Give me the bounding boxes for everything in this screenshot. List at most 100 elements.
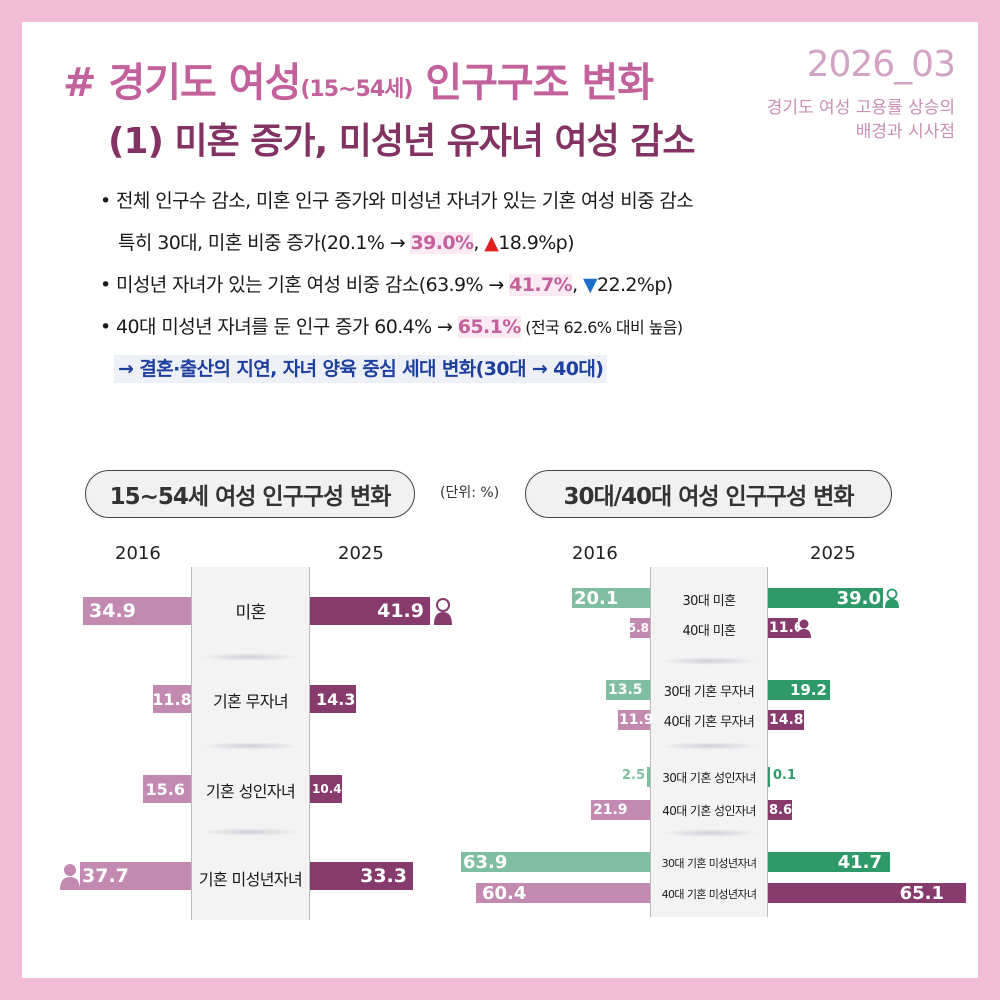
bullet-2-pre: 미성년 자녀가 있는 기혼 여성 비중 감소(63.9% → [116,274,510,296]
conclusion-line: → 결혼·출산의 지연, 자녀 양육 중심 세대 변화(30대 → 40대) [100,354,840,396]
bar-value: 34.9 [89,600,136,622]
bullet-1-cont-post: 18.9%p) [498,232,574,254]
highlight-value: 65.1% [457,316,521,338]
bar-value: 8.6 [769,802,793,818]
chart1-category: 기혼 성인자녀 [205,782,296,801]
bullet-1-cont: 특히 30대, 미혼 비중 증가(20.1% → 39.0%, ▲18.9%p) [100,228,840,270]
chart2-year-2016: 2016 [572,543,618,564]
bar-value: 11.9 [619,712,654,728]
sep: , [473,232,485,254]
issue-number: 2026_03 [806,44,956,85]
person-icon [434,598,452,625]
chart1-bar-2025-married-adultchild: 10.4 [310,775,342,803]
bar-value: 13.5 [608,682,643,698]
bullet-2-post: 22.2%p) [596,274,673,296]
chart1-year-2025: 2025 [338,543,384,564]
series-title-line2: 배경과 시사점 [855,122,955,142]
chart2-title: 30대/40대 여성 인구구성 변화 [525,470,892,518]
chart1-category-column [191,567,310,920]
chart2-category: 40대 기혼 무자녀 [663,715,755,730]
bar-value: 65.1 [899,882,944,904]
bar-value: 14.3 [316,689,356,709]
bar-value: 41.7 [837,851,882,873]
chart2-label-2016-30s-adultchild: 2.5 [622,768,646,783]
bar-value: 19.2 [789,681,827,699]
chart2-bar-2016-40s-unmarried: 5.8 [627,618,650,638]
chart2-bar-2025-40s-nochild: 14.8 [768,710,804,730]
chart1-bar-2025-unmarried: 41.9 [310,597,430,625]
up-triangle-icon: ▲ [484,232,499,254]
chart1-bar-2025-married-nochild: 14.3 [310,685,356,713]
bullet-1-text: 전체 인구수 감소, 미혼 인구 증가와 미성년 자녀가 있는 기혼 여성 비중… [116,190,694,212]
chart1-category: 기혼 미성년자녀 [198,870,303,889]
chart2-bar-2016-40s-minorchild: 60.4 [476,882,650,904]
divider [200,742,300,750]
chart1-bar-2016-married-minorchild: 37.7 [80,862,191,890]
bullet-3-pre: 40대 미성년 자녀를 둔 인구 증가 60.4% → [116,316,458,338]
page-title: # 경기도 여성(15~54세) 인구구조 변화 [63,50,654,108]
sep: , [572,274,583,296]
chart1-category: 미혼 [235,603,266,623]
divider [200,653,300,661]
chart2-category: 30대 기혼 무자녀 [663,685,755,700]
chart2-bar-2016-30s-minorchild: 63.9 [461,851,650,873]
person-icon [885,588,899,608]
chart2-year-2025: 2025 [810,543,856,564]
chart1-bar-2016-married-nochild: 11.8 [152,685,192,713]
chart2-label-2025-30s-adultchild: 0.1 [773,768,797,783]
chart2-bar-2025-40s-minorchild: 65.1 [768,882,966,904]
chart2-category: 30대 기혼 미성년자녀 [661,857,757,870]
series-title: 경기도 여성 고용률 상승의 배경과 시사점 [767,96,955,144]
divider [200,828,300,836]
bar-value: 63.9 [463,851,508,873]
person-icon [797,619,811,638]
chart2-category: 40대 미혼 [682,624,737,639]
bar-value: 11.6 [769,620,804,636]
conclusion-text: → 결혼·출산의 지연, 자녀 양육 중심 세대 변화(30대 → 40대) [114,355,608,383]
bar-value: 39.0 [836,587,881,609]
divider [660,829,760,837]
person-icon [60,864,80,890]
title-age-range: (15~54세) [300,77,413,102]
title-text: # 경기도 여성 [63,60,301,106]
bar-value: 41.9 [377,600,424,622]
bullet-1: • 전체 인구수 감소, 미혼 인구 증가와 미성년 자녀가 있는 기혼 여성 … [100,190,694,212]
highlight-value: 39.0% [410,232,474,254]
divider [660,657,760,665]
summary-bullets: • 전체 인구수 감소, 미혼 인구 증가와 미성년 자녀가 있는 기혼 여성 … [100,186,840,396]
chart1-title: 15~54세 여성 인구구성 변화 [85,470,415,518]
chart1-bar-2016-married-adultchild: 15.6 [143,775,191,803]
bar-value: 60.4 [482,882,527,904]
title-suffix: 인구구조 변화 [412,60,654,106]
bullet-3-post: (전국 62.6% 대비 높음) [520,318,683,337]
bar-value: 11.8 [152,689,192,709]
chart2-bar-2016-40s-nochild: 11.9 [618,710,654,730]
chart2-bar-2016-40s-adultchild: 21.9 [591,800,650,820]
bar-value: 33.3 [360,865,407,887]
chart2-bar-2016-30s-unmarried: 20.1 [572,587,650,609]
chart2-category: 30대 기혼 성인자녀 [662,771,756,785]
bullet-3: • 40대 미성년 자녀를 둔 인구 증가 60.4% → 65.1% (전국 … [100,316,683,338]
bar-value: 15.6 [145,779,185,799]
bar-value: 37.7 [82,865,129,887]
bullet-2: • 미성년 자녀가 있는 기혼 여성 비중 감소(63.9% → 41.7%, … [100,274,673,296]
chart1-bar-2016-unmarried: 34.9 [83,597,191,625]
highlight-value: 41.7% [509,274,573,296]
chart2-bar-2016-30s-adultchild [647,767,650,787]
chart2-category: 40대 기혼 미성년자녀 [661,888,757,901]
chart2-bar-2025-30s-minorchild: 41.7 [768,851,890,873]
chart2-bar-2025-30s-unmarried: 39.0 [768,587,883,609]
bar-value: 10.4 [312,782,342,796]
bar-value: 14.8 [769,712,804,728]
chart2-bar-2016-30s-nochild: 13.5 [606,680,650,700]
bullet-1-cont-pre: 특히 30대, 미혼 비중 증가(20.1% → [118,232,411,254]
chart2-bar-2025-30s-adultchild [768,767,770,787]
bar-value: 5.8 [627,621,649,635]
bar-value: 20.1 [574,587,619,609]
chart1-bar-2025-married-minorchild: 33.3 [310,862,413,890]
chart2-bar-2025-30s-nochild: 19.2 [768,680,830,700]
bar-value: 21.9 [593,802,628,818]
chart2-category: 30대 미혼 [682,594,737,609]
chart2-bar-2025-40s-unmarried: 11.6 [768,618,804,638]
chart2-category: 40대 기혼 성인자녀 [662,804,756,818]
